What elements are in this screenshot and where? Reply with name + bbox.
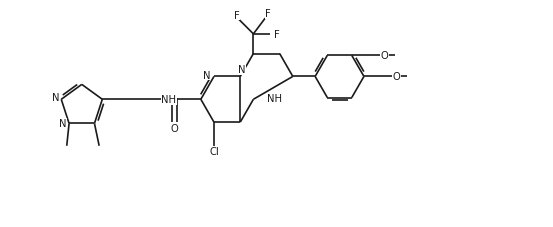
Text: F: F [274,30,280,40]
Text: N: N [59,119,66,129]
Text: O: O [380,51,388,61]
Text: O: O [393,72,400,82]
Text: F: F [265,9,271,19]
Text: N: N [203,70,210,80]
Text: F: F [234,11,239,21]
Text: N: N [52,93,59,103]
Text: NH: NH [161,95,176,105]
Text: O: O [171,123,179,133]
Text: Cl: Cl [209,147,219,157]
Text: N: N [238,65,246,75]
Text: NH: NH [267,94,281,104]
